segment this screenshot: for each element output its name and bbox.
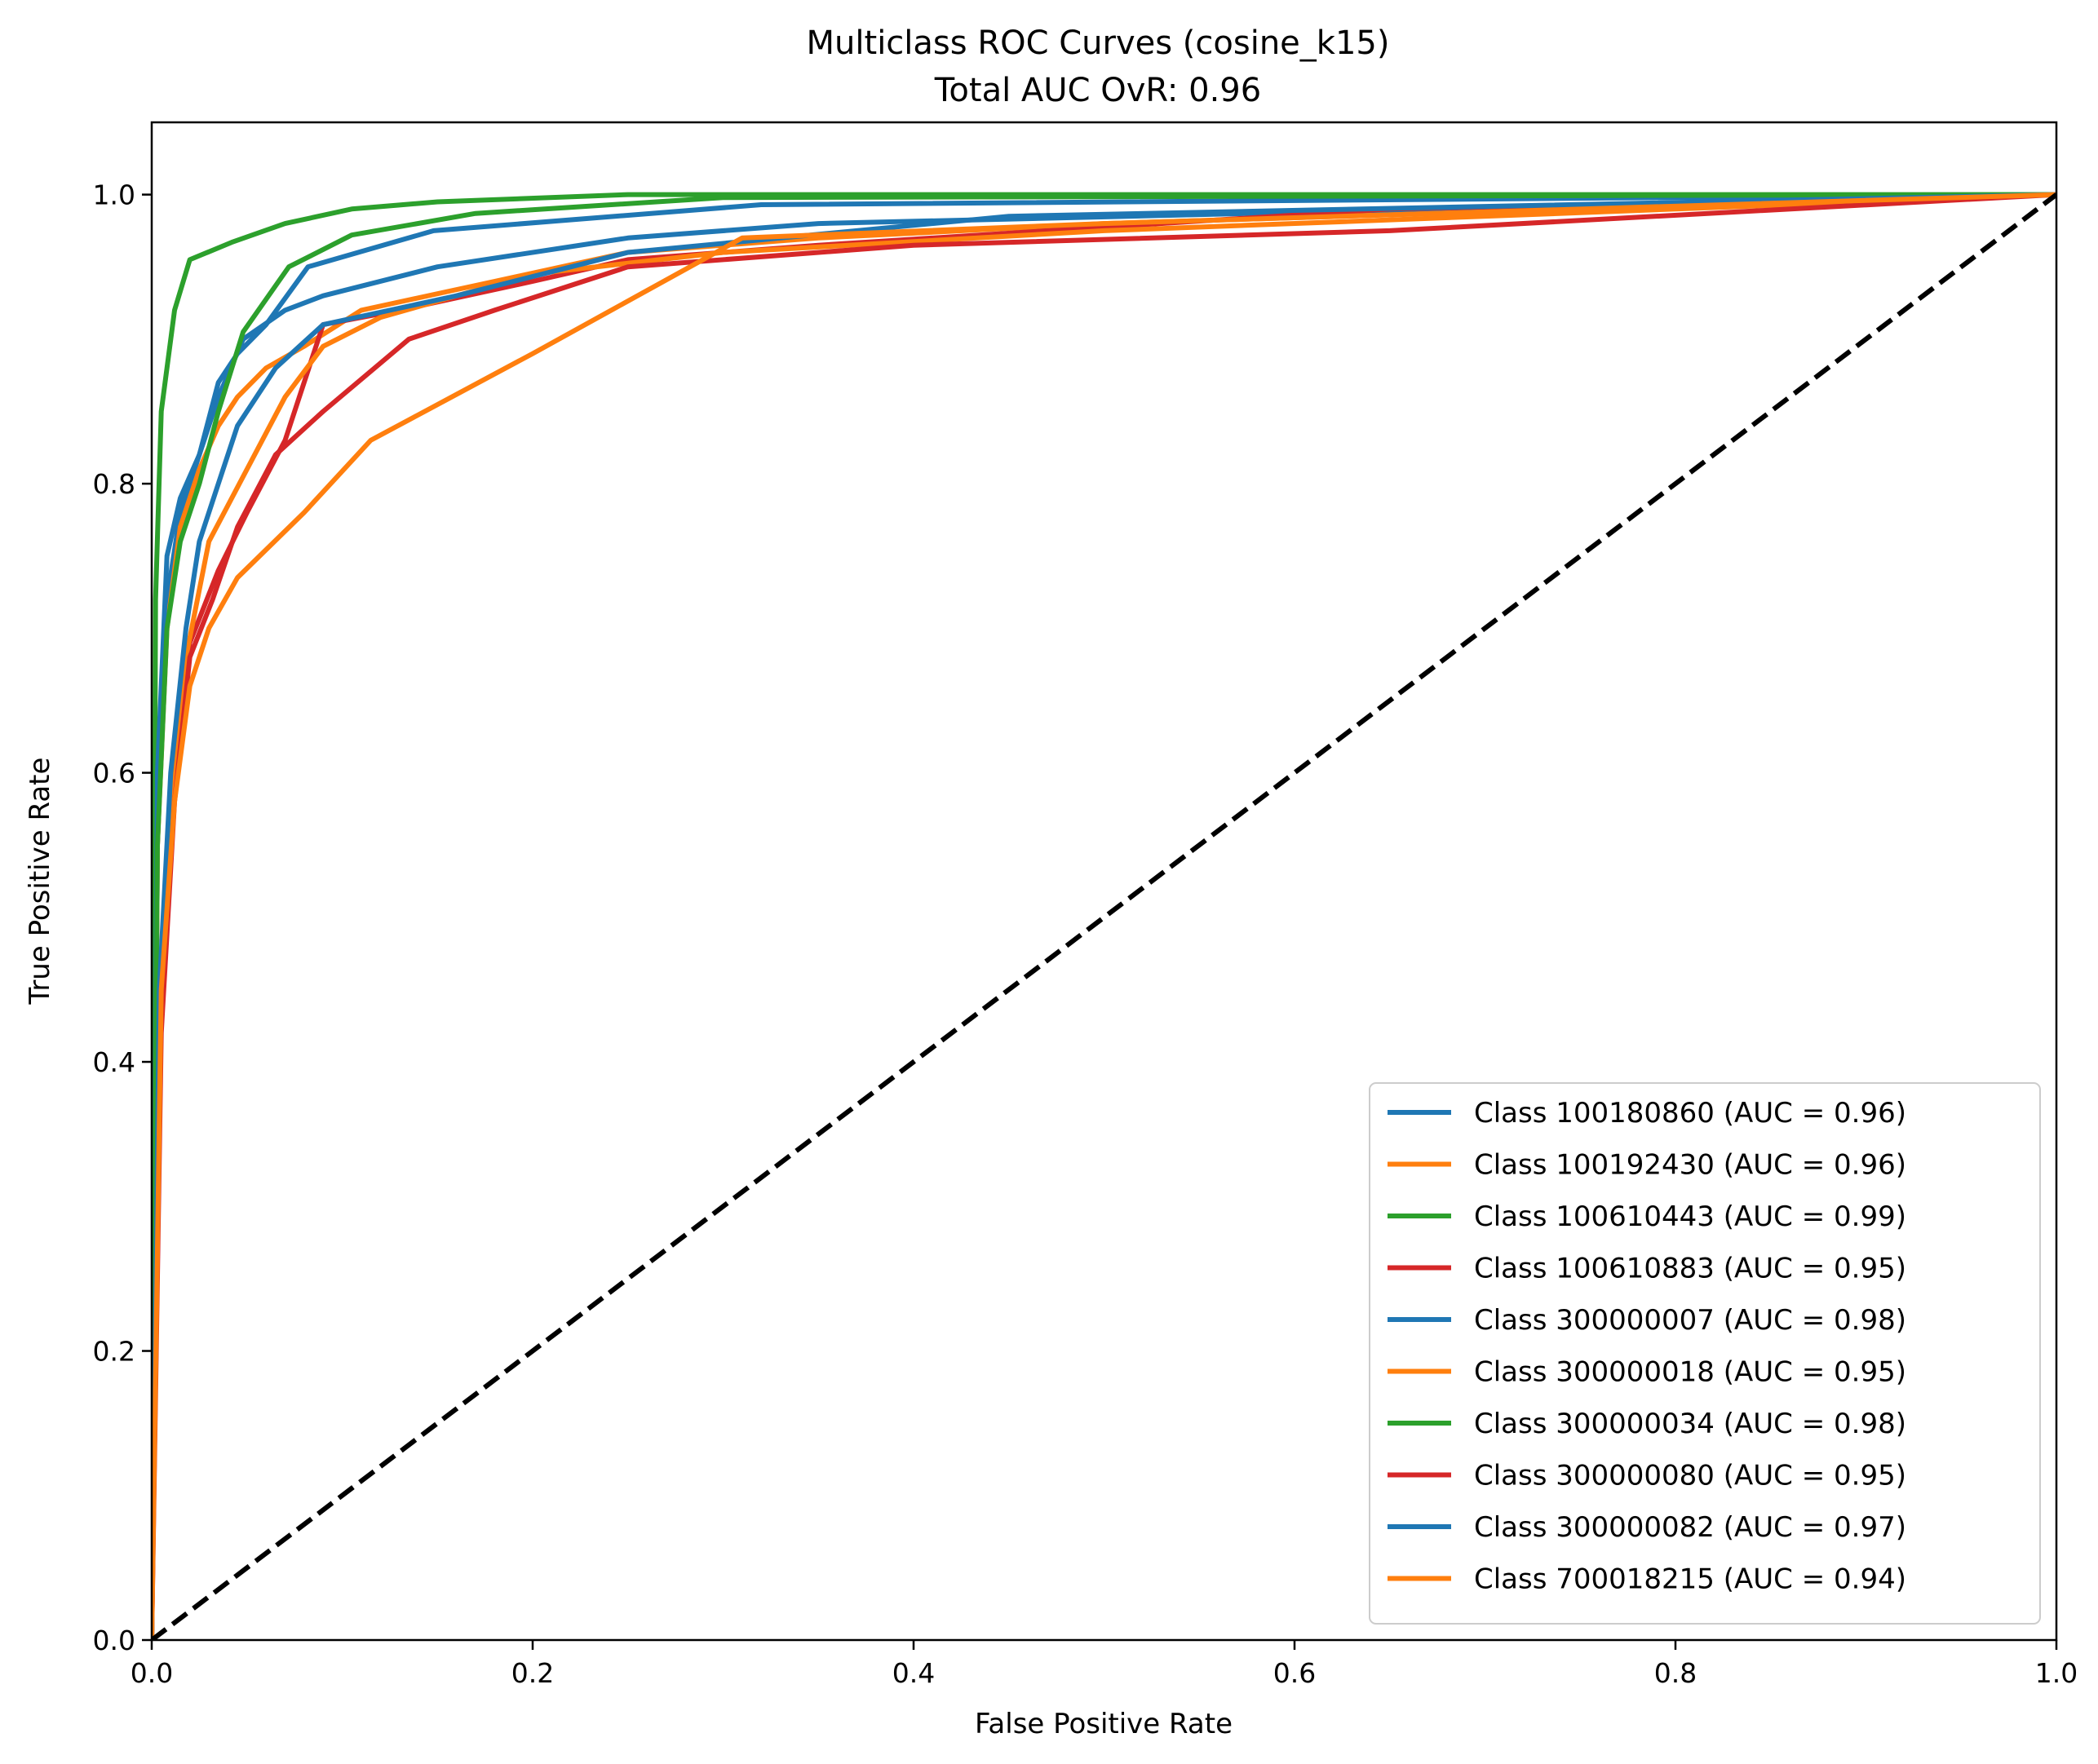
y-tick-label: 0.4 (93, 1046, 135, 1078)
series-line-3 (152, 192, 2056, 1640)
series-line-10 (152, 192, 2056, 1640)
x-tick-label: 0.6 (1273, 1657, 1316, 1689)
legend-label: Class 700018215 (AUC = 0.94) (1474, 1563, 1906, 1596)
chart-subtitle: Total AUC OvR: 0.96 (934, 72, 1261, 109)
x-tick-label: 1.0 (2035, 1657, 2078, 1689)
x-axis: 0.0 0.2 0.4 0.6 0.8 1.0 (131, 1640, 2078, 1689)
series-line-7 (152, 192, 2056, 1640)
y-tick-label: 0.8 (93, 468, 135, 500)
chart-title: Multiclass ROC Curves (cosine_k15) (807, 24, 1390, 62)
legend-label: Class 300000007 (AUC = 0.98) (1474, 1304, 1906, 1337)
legend: Class 100180860 (AUC = 0.96) Class 100192… (1369, 1082, 2041, 1625)
y-axis-label: True Positive Rate (24, 758, 56, 1006)
legend-label: Class 100610883 (AUC = 0.95) (1474, 1253, 1906, 1285)
x-tick-label: 0.0 (131, 1657, 173, 1689)
x-tick-label: 0.2 (511, 1657, 554, 1689)
series-line-9 (152, 192, 2056, 1640)
legend-label: Class 100180860 (AUC = 0.96) (1474, 1097, 1906, 1130)
y-tick-label: 0.2 (93, 1336, 135, 1368)
y-tick-label: 0.0 (93, 1625, 135, 1656)
legend-label: Class 300000034 (AUC = 0.98) (1474, 1408, 1906, 1440)
series-line-5 (152, 192, 2056, 1640)
plot-area (152, 192, 2056, 1640)
legend-label: Class 300000018 (AUC = 0.95) (1474, 1356, 1906, 1389)
series-layer (152, 192, 2056, 1640)
legend-label: Class 100192430 (AUC = 0.96) (1474, 1149, 1906, 1182)
y-axis: 0.0 0.2 0.4 0.6 0.8 1.0 (93, 179, 152, 1656)
legend-label: Class 300000080 (AUC = 0.95) (1474, 1460, 1906, 1492)
x-tick-label: 0.4 (892, 1657, 935, 1689)
plot-frame (150, 121, 2058, 1642)
chance-diagonal-line (152, 192, 2056, 1640)
legend-box (1369, 1082, 2041, 1625)
x-axis-label: False Positive Rate (975, 1708, 1233, 1740)
y-tick-label: 0.6 (93, 758, 135, 789)
legend-label: Class 300000082 (AUC = 0.97) (1474, 1511, 1906, 1544)
x-tick-label: 0.8 (1654, 1657, 1697, 1689)
y-tick-label: 1.0 (93, 179, 135, 211)
legend-label: Class 100610443 (AUC = 0.99) (1474, 1200, 1906, 1233)
